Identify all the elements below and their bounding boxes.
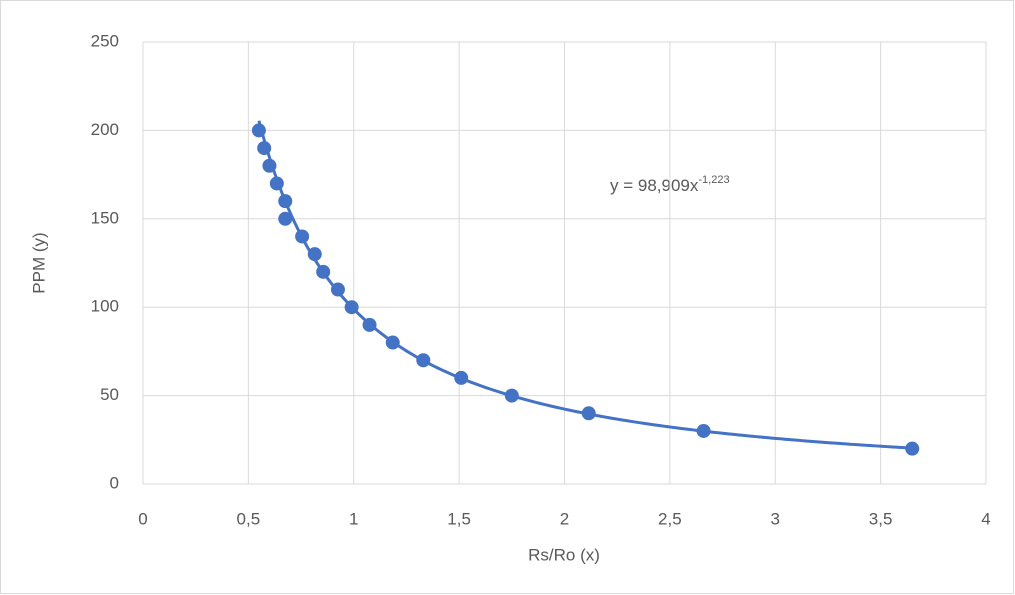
data-point — [295, 229, 309, 243]
x-tick-label: 3 — [771, 509, 780, 528]
data-point — [278, 212, 292, 226]
chart: PPM (y) Rs/Ro (x) y = 98,909x-1,223 0 50 1… — [0, 0, 1015, 595]
y-tick-label: 100 — [91, 297, 119, 316]
data-point — [270, 176, 284, 190]
data-point — [505, 389, 519, 403]
data-point — [308, 247, 322, 261]
data-point — [252, 123, 266, 137]
data-point — [278, 194, 292, 208]
data-point — [582, 406, 596, 420]
data-point — [697, 424, 711, 438]
y-axis-title: PPM (y) — [29, 232, 48, 293]
x-tick-label: 3,5 — [869, 509, 893, 528]
y-tick-label: 150 — [91, 208, 119, 227]
data-point — [257, 141, 271, 155]
x-axis-title: Rs/Ro (x) — [528, 545, 600, 564]
x-tick-label: 0 — [138, 509, 147, 528]
data-point — [905, 442, 919, 456]
data-point — [454, 371, 468, 385]
data-point — [316, 265, 330, 279]
x-tick-label: 2 — [560, 509, 569, 528]
data-point — [416, 353, 430, 367]
y-tick-label: 250 — [91, 31, 119, 50]
trendline-exponent: -1,223 — [698, 174, 729, 186]
x-tick-label: 2,5 — [658, 509, 682, 528]
y-tick-label: 200 — [91, 120, 119, 139]
x-tick-label: 1,5 — [447, 509, 471, 528]
data-point — [345, 300, 359, 314]
x-tick-label: 4 — [981, 509, 990, 528]
data-point — [262, 159, 276, 173]
trendline-equation: y = 98,909x — [610, 176, 699, 195]
chart-border — [1, 1, 1014, 594]
y-tick-label: 50 — [100, 385, 119, 404]
data-point — [386, 336, 400, 350]
x-tick-label: 0,5 — [237, 509, 261, 528]
data-point — [363, 318, 377, 332]
x-tick-label: 1 — [349, 509, 358, 528]
data-point — [331, 283, 345, 297]
y-tick-label: 0 — [110, 473, 119, 492]
